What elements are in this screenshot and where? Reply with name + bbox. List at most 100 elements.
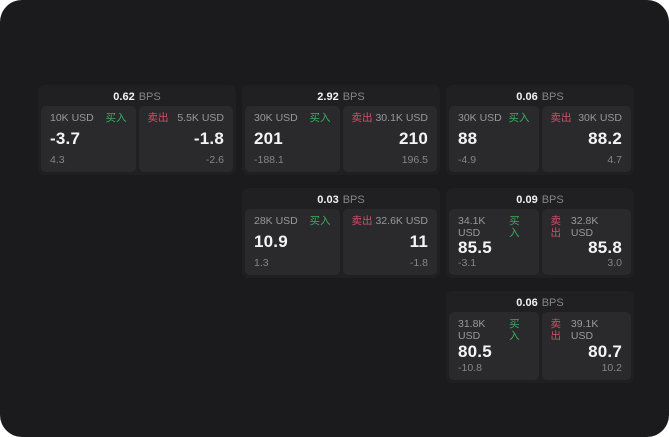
buy-delta: -10.8 [458, 362, 482, 374]
sell-delta: -2.6 [205, 154, 224, 166]
buy-top-row: 31.8K USD 买入 [458, 318, 530, 342]
card-header: 0.62 BPS [41, 88, 233, 106]
buy-top-row: 10K USD 买入 [50, 112, 127, 124]
sell-side-label: 卖出 [550, 215, 562, 239]
quote-card: 2.92 BPS 30K USD 买入 201 -188.1 卖出 30.1K … [242, 85, 440, 175]
buy-panel[interactable]: 34.1K USD 买入 85.5 -3.1 [449, 209, 539, 275]
buy-delta: 1.3 [254, 257, 269, 269]
buy-side-label: 买入 [509, 318, 520, 342]
card-header: 0.03 BPS [245, 191, 437, 209]
sell-side-label: 卖出 [147, 112, 169, 124]
quote-grid: 0.62 BPS 10K USD 买入 -3.7 4.3 卖出 5.5K USD [38, 85, 634, 383]
buy-side-label: 买入 [105, 112, 127, 124]
sell-price: 88.2 [588, 129, 622, 148]
sell-amount: 39.1K USD [570, 318, 599, 342]
sell-panel[interactable]: 卖出 5.5K USD -1.8 -2.6 [138, 106, 233, 172]
sell-side-label: 卖出 [550, 112, 572, 124]
sell-panel[interactable]: 卖出 39.1K USD 80.7 10.2 [541, 312, 631, 380]
sell-top-row: 卖出 39.1K USD [551, 318, 623, 342]
buy-amount: 31.8K USD [458, 318, 486, 342]
bps-unit-label: BPS [342, 91, 365, 103]
buy-panel[interactable]: 28K USD 买入 10.9 1.3 [245, 209, 340, 275]
buy-price: -3.7 [50, 129, 81, 148]
quote-panels: 30K USD 买入 201 -188.1 卖出 30.1K USD 210 1… [245, 106, 437, 172]
sell-amount: 30K USD [578, 112, 622, 124]
sell-panel[interactable]: 卖出 32.8K USD 85.8 3.0 [541, 209, 631, 275]
sell-delta: 196.5 [401, 154, 428, 166]
buy-panel[interactable]: 30K USD 买入 88 -4.9 [449, 106, 539, 172]
sell-price: 80.7 [588, 342, 622, 361]
buy-delta: -188.1 [254, 154, 284, 166]
buy-amount: 28K USD [254, 215, 298, 227]
bps-value: 0.06 [516, 91, 538, 103]
sell-delta: 3.0 [607, 257, 622, 269]
quote-panels: 28K USD 买入 10.9 1.3 卖出 32.6K USD 11 -1.8 [245, 209, 437, 275]
buy-amount: 10K USD [50, 112, 94, 124]
card-header: 0.06 BPS [449, 88, 631, 106]
buy-price: 201 [254, 129, 283, 148]
buy-top-row: 34.1K USD 买入 [458, 215, 530, 239]
quote-card: 0.09 BPS 34.1K USD 买入 85.5 -3.1 卖出 32.8K… [446, 188, 634, 278]
buy-top-row: 30K USD 买入 [458, 112, 530, 124]
card-header: 2.92 BPS [245, 88, 437, 106]
bps-unit-label: BPS [541, 91, 564, 103]
sell-panel[interactable]: 卖出 30.1K USD 210 196.5 [342, 106, 437, 172]
bps-unit-label: BPS [541, 194, 564, 206]
quote-panels: 30K USD 买入 88 -4.9 卖出 30K USD 88.2 4.7 [449, 106, 631, 172]
buy-side-label: 买入 [309, 215, 331, 227]
sell-side-label: 卖出 [351, 215, 373, 227]
sell-top-row: 卖出 32.8K USD [551, 215, 623, 239]
sell-delta: 10.2 [601, 362, 622, 374]
buy-delta: -3.1 [458, 257, 477, 269]
buy-price: 85.5 [458, 238, 492, 257]
bps-value: 2.92 [317, 91, 339, 103]
quote-card: 0.03 BPS 28K USD 买入 10.9 1.3 卖出 32.6K US… [242, 188, 440, 278]
sell-delta: 4.7 [607, 154, 622, 166]
bps-unit-label: BPS [541, 297, 564, 309]
quote-panels: 10K USD 买入 -3.7 4.3 卖出 5.5K USD -1.8 -2.… [41, 106, 233, 172]
sell-price: 11 [409, 232, 428, 251]
card-header: 0.09 BPS [449, 191, 631, 209]
bps-value: 0.09 [516, 194, 538, 206]
sell-panel[interactable]: 卖出 30K USD 88.2 4.7 [541, 106, 631, 172]
bps-unit-label: BPS [342, 194, 365, 206]
sell-price: -1.8 [193, 129, 224, 148]
buy-panel[interactable]: 10K USD 买入 -3.7 4.3 [41, 106, 136, 172]
sell-top-row: 卖出 5.5K USD [148, 112, 225, 124]
sell-amount: 5.5K USD [177, 112, 224, 124]
quote-panels: 31.8K USD 买入 80.5 -10.8 卖出 39.1K USD 80.… [449, 312, 631, 380]
buy-panel[interactable]: 31.8K USD 买入 80.5 -10.8 [449, 312, 539, 380]
quote-card: 0.06 BPS 30K USD 买入 88 -4.9 卖出 30K USD [446, 85, 634, 175]
quote-panels: 34.1K USD 买入 85.5 -3.1 卖出 32.8K USD 85.8… [449, 209, 631, 275]
bps-unit-label: BPS [138, 91, 161, 103]
sell-top-row: 卖出 30K USD [551, 112, 623, 124]
bps-value: 0.62 [113, 91, 135, 103]
sell-amount: 32.6K USD [375, 215, 428, 227]
sell-side-label: 卖出 [351, 112, 373, 124]
buy-amount: 30K USD [458, 112, 502, 124]
quote-card: 0.62 BPS 10K USD 买入 -3.7 4.3 卖出 5.5K USD [38, 85, 236, 175]
buy-side-label: 买入 [508, 112, 530, 124]
buy-amount: 34.1K USD [458, 215, 486, 239]
buy-amount: 30K USD [254, 112, 298, 124]
buy-side-label: 买入 [309, 112, 331, 124]
buy-top-row: 30K USD 买入 [254, 112, 331, 124]
sell-amount: 30.1K USD [375, 112, 428, 124]
buy-side-label: 买入 [509, 215, 520, 239]
buy-price: 88 [458, 129, 478, 148]
buy-panel[interactable]: 30K USD 买入 201 -188.1 [245, 106, 340, 172]
buy-price: 80.5 [458, 342, 492, 361]
sell-side-label: 卖出 [550, 318, 562, 342]
bps-value: 0.03 [317, 194, 339, 206]
sell-top-row: 卖出 32.6K USD [352, 215, 429, 227]
bps-value: 0.06 [516, 297, 538, 309]
buy-price: 10.9 [254, 232, 288, 251]
card-header: 0.06 BPS [449, 294, 631, 312]
buy-top-row: 28K USD 买入 [254, 215, 331, 227]
sell-delta: -1.8 [409, 257, 428, 269]
sell-panel[interactable]: 卖出 32.6K USD 11 -1.8 [342, 209, 437, 275]
buy-delta: 4.3 [50, 154, 65, 166]
sell-top-row: 卖出 30.1K USD [352, 112, 429, 124]
sell-price: 85.8 [588, 238, 622, 257]
